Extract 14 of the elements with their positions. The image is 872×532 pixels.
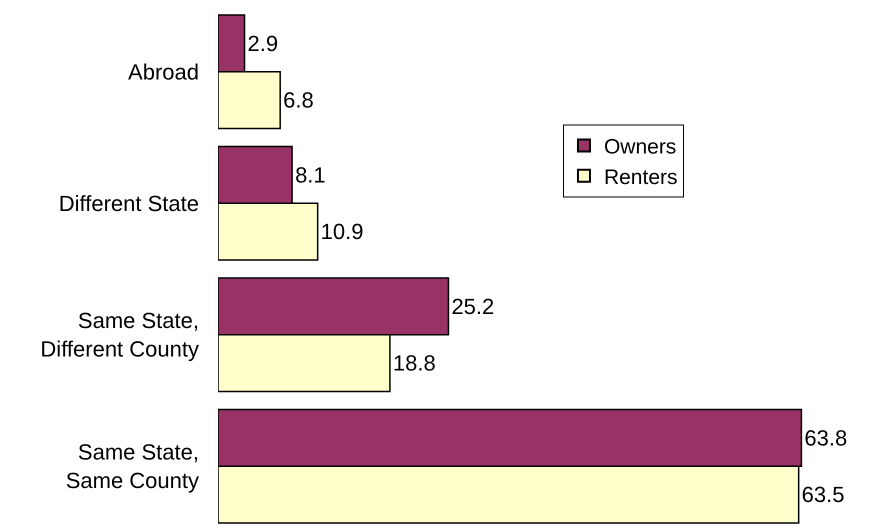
y-tick-label: Same State, Different County (40, 308, 199, 362)
data-label: 6.8 (283, 88, 314, 113)
data-label: 10.9 (320, 219, 364, 244)
data-label: 25.2 (451, 294, 494, 319)
y-tick-label: Different State (58, 190, 199, 216)
data-label: 63.8 (804, 425, 848, 450)
y-tick-label: Same State, Same County (66, 440, 199, 494)
legend-label: Owners (604, 136, 676, 159)
data-label: 18.8 (392, 350, 436, 376)
data-label: 8.1 (295, 162, 326, 188)
legend-label: Renters (604, 166, 678, 189)
data-label: 2.9 (248, 30, 278, 56)
y-tick-label: Abroad (128, 59, 199, 84)
data-label: 63.5 (802, 482, 844, 508)
